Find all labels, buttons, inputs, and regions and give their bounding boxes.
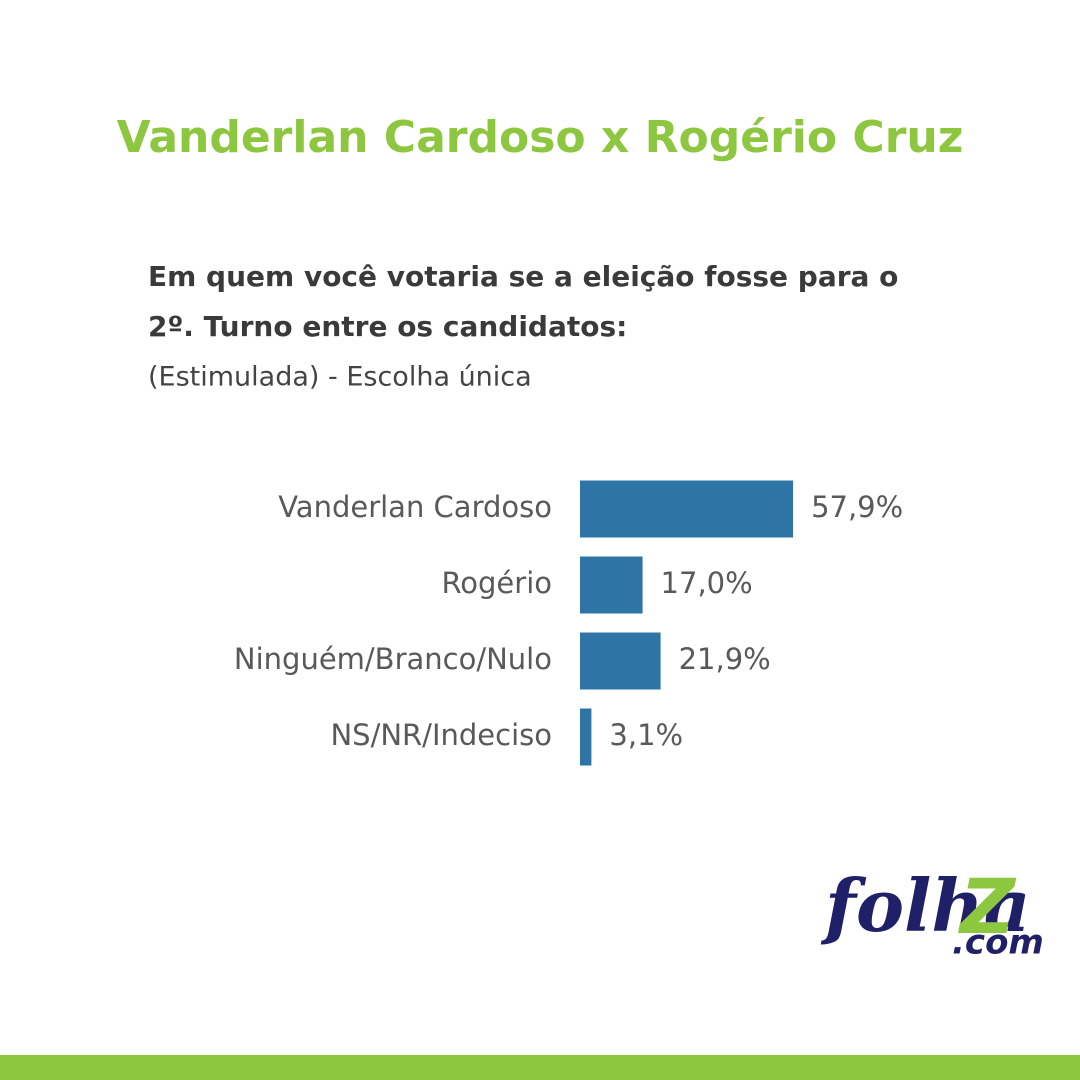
logo: folha Z .com [820,862,1044,963]
value-label: 21,9% [679,642,771,676]
value-label: 57,9% [811,490,903,524]
category-label: Vanderlan Cardoso [278,490,552,524]
logo-domain: .com [952,923,1044,963]
question-line: Em quem você votaria se a eleição fosse … [148,260,898,293]
logo-mark: Z [958,862,1017,951]
bar [580,632,661,690]
footer-band [0,1055,1080,1080]
category-label: Rogério [441,566,552,600]
bar [580,708,592,766]
subtitle: (Estimulada) - Escolha única [148,362,532,393]
chart-title: Vanderlan Cardoso x Rogério Cruz [117,112,964,163]
question-line: 2º. Turno entre os candidatos: [148,310,627,343]
category-label: Ninguém/Branco/Nulo [234,642,552,676]
value-label: 17,0% [661,566,753,600]
value-label: 3,1% [609,718,683,752]
bar [580,480,794,538]
bar [580,556,643,614]
category-label: NS/NR/Indeciso [330,718,552,752]
logo-name: folha [820,863,1030,948]
